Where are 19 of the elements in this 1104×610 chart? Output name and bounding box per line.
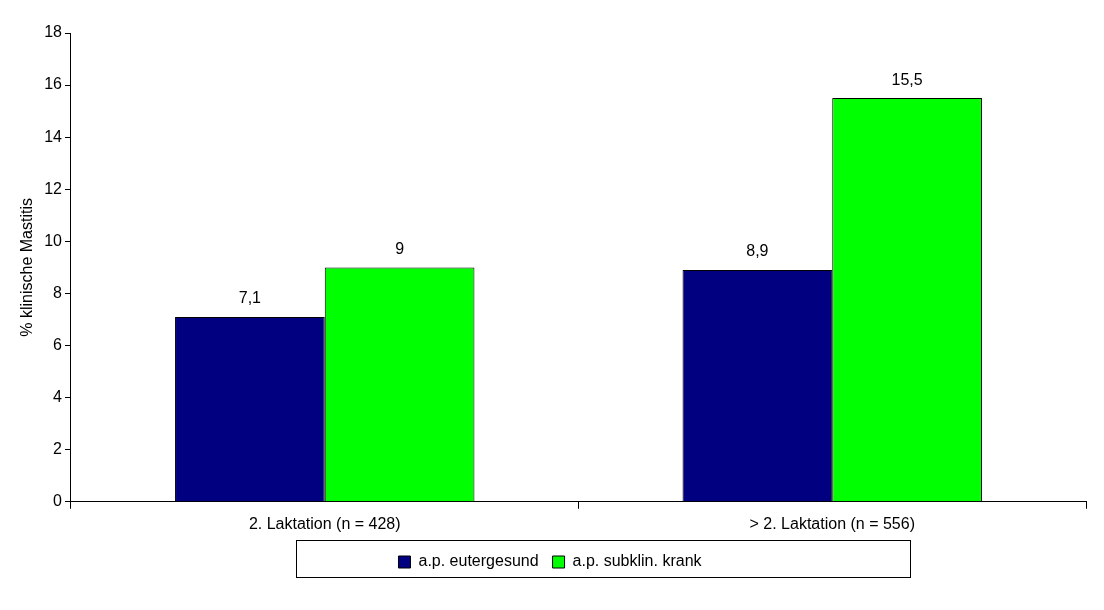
data-label: 8,9 <box>746 242 769 260</box>
y-tick-label: 4 <box>53 388 63 406</box>
y-tick-label: 14 <box>44 127 63 145</box>
x-tick-label: 2. Laktation (n = 428) <box>248 514 401 532</box>
y-tick-label: 16 <box>44 75 63 93</box>
y-tick-label: 2 <box>53 440 63 458</box>
y-axis-title: % klinische Mastitis <box>18 198 36 337</box>
data-label: 7,1 <box>238 289 262 307</box>
y-tick-label: 18 <box>44 23 63 41</box>
y-tick-label: 6 <box>53 335 63 353</box>
data-label: 15,5 <box>891 70 923 88</box>
data-label: 9 <box>395 239 405 257</box>
y-tick-label: 10 <box>44 231 63 249</box>
y-tick-label: 8 <box>53 283 63 301</box>
x-tick-label: > 2. Laktation (n = 556) <box>749 514 915 532</box>
legend-label: a.p. subklin. krank <box>572 552 703 570</box>
y-tick-label: 12 <box>44 179 63 197</box>
y-tick-label: 0 <box>53 492 63 510</box>
legend-label: a.p. eutergesund <box>418 552 539 570</box>
